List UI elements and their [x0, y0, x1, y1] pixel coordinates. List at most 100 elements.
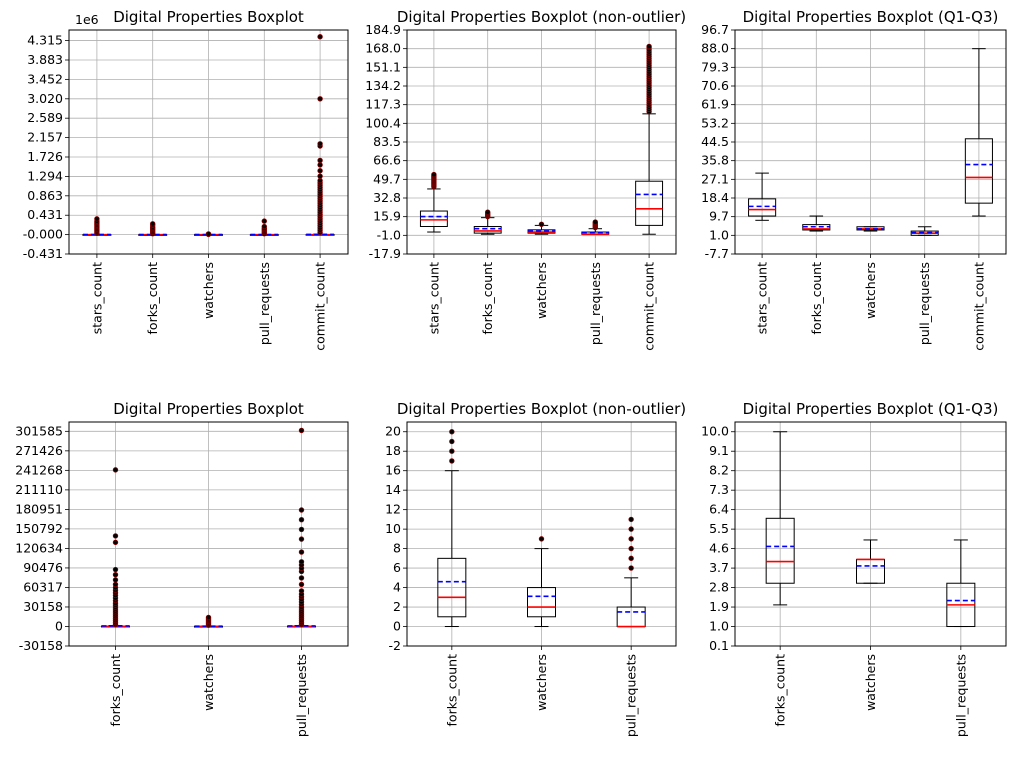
box-watchers [527, 221, 556, 235]
y-tick-label: 35.8 [701, 153, 729, 168]
y-tick-label: 180951 [15, 501, 63, 516]
axes-frame [734, 29, 1007, 255]
x-tick-label-pull-requests: pull_requests [588, 262, 603, 345]
outlier-point [317, 141, 323, 147]
y-tick-label: 8.2 [709, 463, 729, 478]
outlier-point [298, 526, 305, 533]
y-tick-label: 241268 [15, 462, 63, 477]
y-tick-label: 301585 [15, 423, 63, 438]
x-tick-label-watchers: watchers [863, 262, 878, 319]
x-tick-label-watchers: watchers [534, 654, 549, 711]
y-tick-label: -0.431 [23, 246, 63, 261]
iqr-box [635, 180, 664, 226]
outlier-point [298, 588, 305, 594]
x-tick-label-forks-count: forks_count [773, 654, 788, 727]
outlier-point [112, 572, 119, 578]
outlier-point [538, 536, 545, 542]
outlier-point [628, 536, 634, 542]
y-tick-label: 0 [55, 618, 63, 633]
outlier-point [485, 209, 491, 215]
y-tick-label: 18 [385, 443, 401, 458]
y-tick-label: 2 [393, 599, 401, 614]
axis-offset-text: 1e6 [75, 12, 99, 27]
y-tick-label: 3.020 [27, 91, 63, 106]
y-tick-label: 4.315 [27, 33, 63, 48]
x-tick-label-pull-requests: pull_requests [257, 262, 272, 345]
x-tick-label-watchers: watchers [863, 654, 878, 711]
outlier-point [592, 219, 598, 225]
chart-title: Digital Properties Boxplot (Q1-Q3) [743, 8, 999, 26]
outlier-point [317, 162, 323, 168]
y-tick-label: -0.000 [23, 227, 63, 242]
y-tick-label: 1.294 [27, 168, 63, 183]
y-tick-label: 88.0 [701, 41, 729, 56]
y-tick-label: 61.9 [701, 97, 729, 112]
y-tick-label: 10.0 [701, 424, 729, 439]
y-tick-label: 1.726 [27, 149, 63, 164]
y-tick-label: 18.4 [701, 190, 729, 205]
outlier-point [298, 581, 305, 588]
outlier-point [449, 438, 455, 445]
iqr-box [419, 210, 448, 227]
x-tick-label-stars-count: stars_count [755, 262, 770, 334]
y-tick-label: 117.3 [365, 97, 401, 112]
y-tick-label: 134.2 [365, 78, 401, 93]
y-tick-label: 5.5 [709, 521, 729, 536]
y-tick-label: -7.7 [705, 246, 729, 261]
outlier-point [317, 173, 323, 179]
outlier-point [628, 565, 634, 571]
outlier-point [449, 429, 455, 435]
box-forks-count [765, 431, 795, 606]
y-tick-label: 66.6 [373, 153, 401, 168]
iqr-box [765, 517, 795, 584]
y-tick-label: 2.157 [27, 130, 63, 145]
x-tick-label-pull-requests: pull_requests [953, 654, 968, 737]
outlier-point [112, 566, 119, 573]
x-tick-label-forks-count: forks_count [444, 654, 459, 727]
chart-panel-2: -17.9 -1.0 15.9 32.8 49.7 66.6 83.5 100.4 117.3 1… [365, 8, 686, 351]
outlier-point [112, 533, 119, 539]
outlier-point [628, 545, 634, 552]
outlier-point [112, 577, 119, 583]
chart-panel-6: 0.1 1.0 1.9 2.8 3.7 4.6 5.5 6.4 7.3 8.2 9.1 10.0 for… [701, 400, 1007, 737]
x-tick-label-watchers: watchers [201, 262, 216, 319]
box-pull-requests [287, 427, 316, 628]
x-tick-label-pull-requests: pull_requests [624, 654, 639, 737]
y-tick-label: 15.9 [373, 209, 401, 224]
y-tick-label: 60317 [23, 579, 63, 594]
y-tick-label: 9.7 [709, 209, 729, 224]
outlier-point [298, 427, 305, 434]
box-watchers [856, 539, 885, 584]
y-tick-label: 83.5 [373, 134, 401, 149]
chart-title: Digital Properties Boxplot [113, 400, 304, 418]
chart-title: Digital Properties Boxplot (non-outlier) [397, 8, 686, 26]
box-forks-count [473, 209, 502, 235]
box-pull-requests [616, 516, 646, 628]
outlier-point [112, 539, 119, 546]
x-tick-label-watchers: watchers [201, 654, 216, 711]
y-tick-label: 0.1 [709, 638, 729, 653]
x-tick-label-forks-count: forks_count [108, 654, 123, 727]
y-tick-label: 1.0 [709, 227, 729, 242]
y-tick-label: 96.7 [701, 22, 729, 37]
iqr-box [964, 138, 993, 204]
outlier-point [628, 555, 634, 562]
box-forks-count [138, 221, 168, 237]
box-watchers [194, 231, 223, 238]
box-watchers [527, 536, 556, 628]
chart-title: Digital Properties Boxplot (Q1-Q3) [743, 400, 999, 418]
y-tick-label: 44.5 [701, 134, 729, 149]
box-stars-count [419, 171, 448, 233]
x-tick-label-watchers: watchers [534, 262, 549, 319]
box-stars-count [748, 172, 777, 221]
y-tick-label: 2.8 [709, 580, 729, 595]
y-tick-label: 3.7 [709, 560, 729, 575]
y-tick-label: 150792 [15, 521, 63, 536]
y-tick-label: 6.4 [709, 502, 729, 517]
x-tick-label-stars-count: stars_count [89, 262, 104, 334]
outlier-point [317, 157, 323, 164]
y-tick-label: 9.1 [709, 443, 729, 458]
iqr-box [527, 587, 556, 618]
x-tick-label-stars-count: stars_count [426, 262, 441, 334]
